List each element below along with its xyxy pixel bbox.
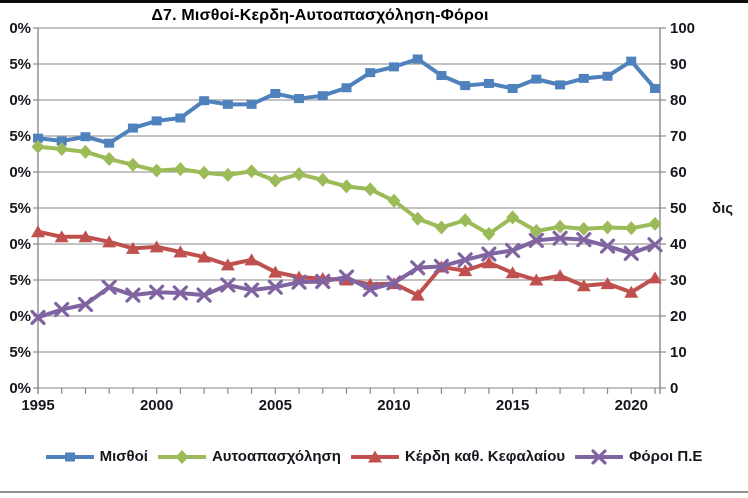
svg-text:0%: 0% — [9, 236, 31, 253]
legend-item-capital-profits: Κέρδη καθ. Κεφαλαίου — [350, 448, 566, 465]
legend-label-self-employment: Αυτοαπασχόληση — [211, 448, 341, 465]
legend-label-wages: Μισθοί — [99, 448, 148, 465]
svg-text:0%: 0% — [9, 308, 31, 325]
svg-text:90: 90 — [670, 56, 687, 73]
legend-item-taxes: Φόροι Π.Ε — [575, 448, 702, 465]
svg-text:80: 80 — [670, 92, 687, 109]
legend-label-taxes: Φόροι Π.Ε — [629, 448, 703, 465]
svg-text:2015: 2015 — [496, 397, 529, 414]
legend-label-capital-profits: Κέρδη καθ. Κεφαλαίου — [404, 448, 566, 465]
taxes-line-x-icon — [575, 448, 624, 465]
svg-text:0%: 0% — [9, 92, 31, 109]
svg-text:0: 0 — [670, 380, 678, 397]
svg-text:5%: 5% — [9, 200, 31, 217]
svg-text:0%: 0% — [9, 20, 31, 37]
top-border-bar — [0, 0, 748, 3]
svg-text:50: 50 — [670, 200, 687, 217]
legend-item-wages: Μισθοί — [45, 448, 148, 465]
self-employment-line-diamond-icon — [157, 449, 206, 464]
capital-profits-line-triangle-icon — [350, 450, 399, 462]
svg-text:5%: 5% — [9, 56, 31, 73]
svg-text:0%: 0% — [9, 164, 31, 181]
wages-line-square-icon — [45, 452, 94, 461]
svg-text:60: 60 — [670, 164, 687, 181]
svg-text:2000: 2000 — [140, 397, 173, 414]
svg-text:5%: 5% — [9, 344, 31, 361]
svg-text:5%: 5% — [9, 128, 31, 145]
chart-title: Δ7. Μισθοί-Κερδη-Αυτοαπασχόληση-Φόροι — [151, 7, 489, 24]
svg-text:20: 20 — [670, 308, 687, 325]
svg-text:1995: 1995 — [21, 397, 54, 414]
bottom-border-rule — [0, 491, 748, 493]
svg-text:10: 10 — [670, 344, 687, 361]
svg-text:100: 100 — [670, 20, 695, 37]
svg-text:2005: 2005 — [259, 397, 292, 414]
legend-item-self-employment: Αυτοαπασχόληση — [157, 448, 341, 465]
svg-text:2010: 2010 — [377, 397, 410, 414]
svg-text:2020: 2020 — [615, 397, 648, 414]
svg-text:40: 40 — [670, 236, 687, 253]
svg-text:5%: 5% — [9, 272, 31, 289]
chart-legend: Μισθοί Αυτοαπασχόληση Κέρδη καθ. Κεφαλαί… — [0, 448, 748, 465]
svg-text:30: 30 — [670, 272, 687, 289]
svg-text:0%: 0% — [9, 380, 31, 397]
svg-text:δις: δις — [712, 200, 733, 217]
svg-text:70: 70 — [670, 128, 687, 145]
